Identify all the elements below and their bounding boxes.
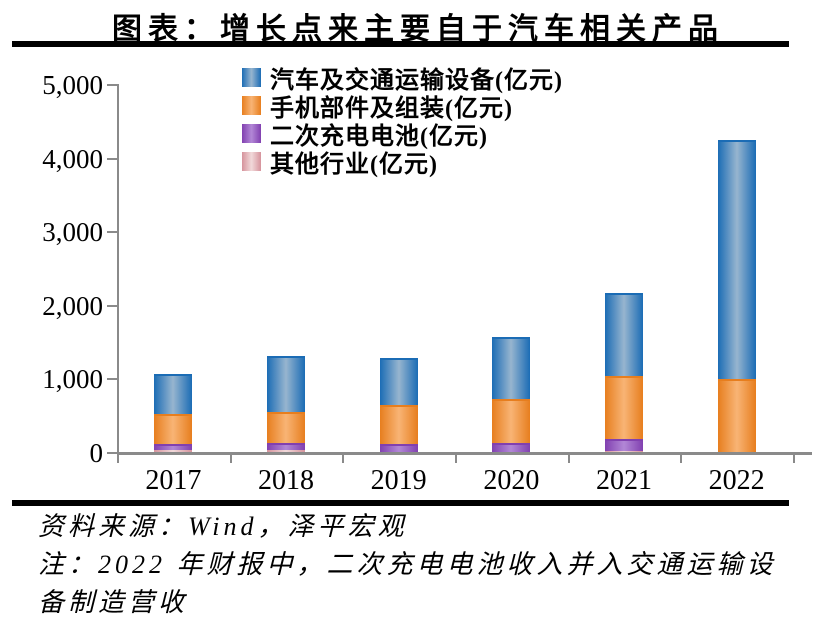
bar-segment-2022 [717,378,756,452]
bar-segment-2018 [267,412,305,444]
x-tick [455,452,457,463]
bar-segment-2019 [379,443,418,452]
x-tick [793,452,795,463]
x-axis-label: 2021 [596,465,652,496]
x-tick [229,452,232,463]
bar-segment-2021 [605,292,643,376]
stacked-bar-chart: 汽车及交通运输设备(亿元) 手机部件及组装(亿元) 二次充电电池(亿元) 其他行业(亿… [42,63,812,496]
footer-divider [12,500,789,506]
bar-segment-2017 [154,414,193,444]
bar-segment-2017 [154,443,193,451]
legend-item: 二次充电电池(亿元) [242,119,563,150]
legend-item: 手机部件及组装(亿元) [242,91,563,122]
y-tick [107,304,117,307]
x-axis [117,452,812,455]
legend-swatch-icon [242,67,261,87]
legend-item: 汽车及交通运输设备(亿元) [242,63,563,94]
y-axis [117,84,119,455]
y-tick [107,84,117,86]
bar-segment-2017 [154,450,193,452]
bar-segment-2020 [492,336,531,399]
x-axis-label: 2019 [370,465,427,496]
y-tick [107,452,117,454]
bar-segment-2022 [717,139,756,379]
chart-legend: 汽车及交通运输设备(亿元) 手机部件及组装(亿元) 二次充电电池(亿元) 其他行业(亿… [242,63,563,178]
x-axis-label: 2022 [708,465,765,496]
y-tick-label: 2,000 [42,290,103,321]
x-axis-label: 2020 [483,465,540,496]
x-axis-label: 2018 [258,465,314,496]
page-title: 图表：增长点来主要自于汽车相关产品 [112,13,724,46]
bar-segment-2019 [379,404,418,444]
note-text: 注：2022 年财报中，二次充电电池收入并入交通运输设备制造营收 [38,550,777,617]
legend-label: 汽车及交通运输设备(亿元) [270,67,563,94]
y-tick-label: 3,000 [42,217,103,248]
bar-segment-2020 [492,398,531,443]
legend-label: 其他行业(亿元) [270,151,438,178]
legend-label: 手机部件及组装(亿元) [270,95,513,122]
y-tick [107,157,117,160]
bar-segment-2021 [605,439,643,452]
bar-segment-2020 [492,442,531,452]
bar-segment-2021 [605,375,643,440]
y-tick-label: 5,000 [42,70,103,100]
chart-footer: 资料来源：Wind，泽平宏观 注：2022 年财报中，二次充电电池收入并入交通运… [38,508,798,622]
title-divider [12,41,789,47]
bar-segment-2018 [267,443,305,450]
y-tick-label: 4,000 [42,143,103,174]
bar-segment-2018 [267,356,305,413]
y-tick [107,378,117,381]
source-text: 资料来源：Wind，泽平宏观 [38,512,408,541]
y-tick-label: 1,000 [42,364,103,395]
x-tick [567,452,570,463]
x-tick [680,452,683,463]
y-tick [107,231,117,234]
bar-segment-2019 [379,358,418,405]
x-tick [342,452,345,463]
bar-segment-2021 [605,451,643,452]
bar-segment-2017 [154,374,193,415]
x-axis-label: 2017 [145,465,202,496]
legend-label: 二次充电电池(亿元) [270,123,488,150]
x-tick [117,452,119,463]
bar-segment-2018 [267,449,305,452]
legend-item: 其他行业(亿元) [242,147,563,178]
y-tick-label: 0 [89,438,104,468]
legend-swatch-icon [242,95,261,115]
legend-swatch-icon [242,151,261,171]
legend-swatch-icon [242,123,261,143]
